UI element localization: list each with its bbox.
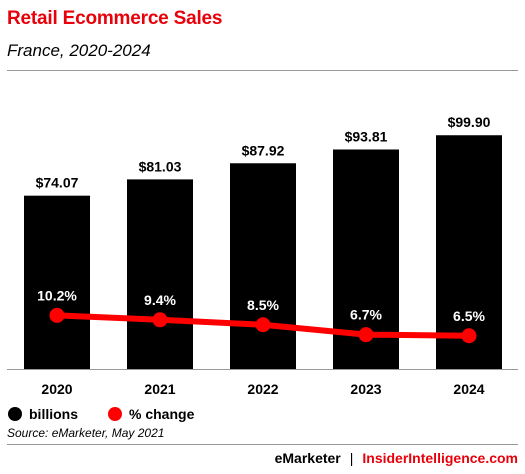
legend-item-billions: billions (8, 406, 78, 422)
footer-brand-insider: InsiderIntelligence.com (362, 450, 518, 466)
legend-label-billions: billions (29, 406, 78, 422)
bar-value-label-2020: $74.07 (36, 175, 79, 191)
footer-separator: | (349, 450, 354, 466)
chart-title: Retail Ecommerce Sales (7, 8, 223, 29)
change-label-2022: 8.5% (247, 297, 279, 313)
x-tick-label-2020: 2020 (41, 381, 72, 397)
change-point-2023 (358, 327, 374, 343)
legend-item-change: % change (108, 406, 194, 422)
change-point-2020 (49, 307, 65, 323)
bar-value-label-2024: $99.90 (448, 114, 491, 130)
x-tick-label-2023: 2023 (350, 381, 381, 397)
bar-value-label-2022: $87.92 (242, 142, 285, 158)
change-label-2023: 6.7% (350, 307, 382, 323)
bar-2021 (127, 179, 193, 369)
chart-subtitle: France, 2020-2024 (7, 41, 151, 60)
bar-2020 (24, 195, 90, 369)
legend: billions % change (8, 406, 224, 422)
source-note: Source: eMarketer, May 2021 (7, 426, 165, 440)
legend-label-change: % change (129, 406, 195, 422)
footer-brand-emarketer: eMarketer (274, 450, 341, 466)
change-point-2021 (152, 312, 168, 328)
footer: eMarketer | InsiderIntelligence.com (275, 450, 518, 466)
x-tick-label-2024: 2024 (453, 381, 484, 397)
bar-value-label-2021: $81.03 (139, 158, 182, 174)
x-tick-label-2022: 2022 (247, 381, 278, 397)
change-label-2024: 6.5% (453, 308, 485, 324)
legend-swatch-bars (8, 407, 22, 421)
change-label-2020: 10.2% (37, 287, 77, 303)
bar-2022 (230, 163, 296, 369)
legend-swatch-line (108, 407, 122, 421)
change-label-2021: 9.4% (144, 292, 176, 308)
change-point-2022 (255, 317, 271, 333)
chart-canvas: $74.07 2020 $81.03 2021 $87.92 2022 $93.81 2023… (7, 114, 518, 397)
bottom-divider (7, 444, 518, 445)
top-divider (7, 70, 518, 71)
bar-value-label-2023: $93.81 (345, 128, 388, 144)
change-point-2024 (461, 328, 477, 344)
x-tick-label-2021: 2021 (144, 381, 175, 397)
